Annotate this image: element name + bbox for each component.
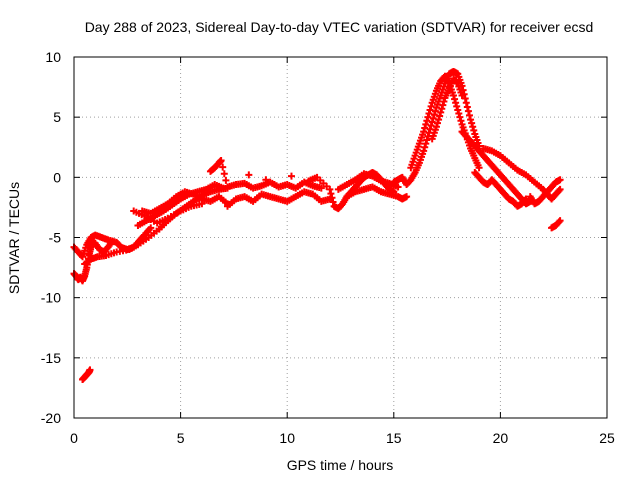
data-point (217, 156, 225, 164)
data-point (464, 107, 472, 115)
y-tick-label: -20 (41, 410, 61, 426)
data-point (454, 106, 462, 114)
x-tick-label: 5 (177, 430, 185, 446)
grid-lines (74, 57, 607, 418)
data-point (425, 110, 433, 118)
data-point (422, 120, 430, 128)
data-point (329, 198, 337, 206)
data-point (437, 108, 445, 116)
data-point (556, 185, 564, 193)
data-point (453, 78, 461, 86)
data-point (453, 102, 461, 110)
data-point (555, 187, 563, 195)
x-tick-label: 15 (386, 430, 402, 446)
data-point (423, 117, 431, 125)
data-point (463, 103, 471, 111)
data-point (436, 112, 444, 120)
data-point (423, 136, 431, 144)
y-tick-label: -5 (49, 230, 62, 246)
data-point (287, 172, 295, 180)
data-point (452, 99, 460, 107)
data-point (430, 111, 438, 119)
y-tick-label: 10 (45, 49, 61, 65)
data-point (467, 116, 475, 124)
data-point (455, 110, 463, 118)
x-tick-label: 0 (70, 430, 78, 446)
data-point (262, 176, 270, 184)
data-point (457, 117, 465, 125)
data-point (420, 147, 428, 155)
y-tick-label: -10 (41, 290, 61, 306)
data-point (555, 218, 563, 226)
data-point (403, 193, 411, 201)
data-point (468, 119, 476, 127)
data-point (428, 118, 436, 126)
data-point (420, 128, 428, 136)
data-point (439, 101, 447, 109)
data-point (427, 122, 435, 130)
data-point (429, 114, 437, 122)
data-point (440, 98, 448, 106)
data-point (438, 105, 446, 113)
y-tick-label: 5 (53, 109, 61, 125)
data-point (434, 119, 442, 127)
data-point (432, 123, 440, 131)
data-point (245, 171, 253, 179)
data-point (456, 113, 464, 121)
data-point (449, 92, 457, 100)
data-point (556, 217, 564, 225)
data-point (198, 200, 206, 208)
data-point (86, 366, 94, 374)
data-point (222, 176, 230, 184)
data-point (327, 190, 335, 198)
x-tick-label: 20 (493, 430, 509, 446)
data-point (458, 92, 466, 100)
data-point (424, 113, 432, 121)
x-tick-label: 10 (279, 430, 295, 446)
data-point (219, 184, 227, 192)
data-point (475, 164, 483, 172)
x-tick-label: 25 (599, 430, 615, 446)
data-point (328, 194, 336, 202)
data-point (317, 184, 325, 192)
axis-ticks: 0 5 10 15 20 25 -20 -15 -10 -5 0 5 10 (41, 49, 615, 446)
y-tick-label: 0 (53, 169, 61, 185)
data-point (326, 185, 334, 193)
data-point (556, 176, 564, 184)
data-point (421, 143, 429, 151)
data-points (70, 67, 564, 383)
data-point (451, 95, 459, 103)
chart-title: Day 288 of 2023, Sidereal Day-to-day VTE… (85, 19, 594, 35)
data-point (427, 102, 435, 110)
data-point (220, 170, 228, 178)
data-point (521, 196, 529, 204)
x-axis-label: GPS time / hours (287, 457, 394, 473)
data-point (147, 224, 155, 232)
data-point (219, 163, 227, 171)
data-point (422, 140, 430, 148)
data-point (394, 183, 402, 191)
y-axis-label: SDTVAR / TECUs (6, 182, 22, 294)
data-point (462, 99, 470, 107)
data-point (435, 116, 443, 124)
y-tick-label: -15 (41, 350, 61, 366)
data-point (469, 123, 477, 131)
data-point (465, 111, 473, 119)
plot-frame (73, 56, 608, 419)
data-point (426, 106, 434, 114)
data-point (421, 124, 429, 132)
data-point (470, 126, 478, 134)
data-point (431, 107, 439, 115)
